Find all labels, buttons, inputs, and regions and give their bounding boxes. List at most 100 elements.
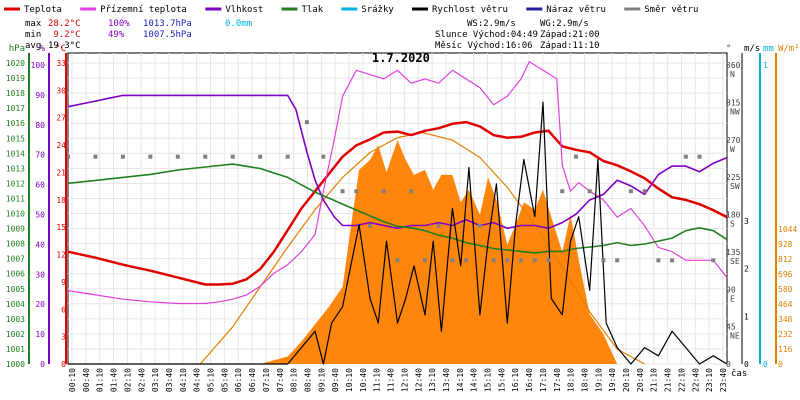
info-mesic-zapad: Západ:11:10 [540, 41, 600, 51]
axis-pct-tick: 20 [35, 300, 45, 309]
series-slunce [68, 140, 727, 364]
time-tick: 08:10 [290, 368, 299, 392]
time-tick: 21:40 [664, 368, 673, 392]
time-tick: 13:40 [442, 368, 451, 392]
time-tick: 21:10 [650, 368, 659, 392]
time-tick: 22:10 [677, 368, 686, 392]
astro-info: WS:2.9m/s WG:2.9m/s Slunce Východ:04:49 … [435, 19, 600, 51]
stat-min-temp: 9.2°C [48, 30, 81, 40]
axis-ms-tick: 3 [744, 217, 749, 226]
axis-degc-tick: 33 [56, 59, 66, 68]
series-smer-point [615, 258, 620, 263]
time-tick: 12:10 [400, 368, 409, 392]
axis-wm-tick: 580 [778, 285, 793, 294]
axis-wm-tick: 0 [778, 360, 783, 369]
axis-pct-tick: 60 [35, 181, 45, 190]
axis-wm-tick: 1044 [778, 225, 797, 234]
axis-hpa-tick: 1015 [6, 134, 25, 143]
axis-hpa-tick: 1016 [6, 119, 25, 128]
axis-hpa-tick: 1006 [6, 270, 25, 279]
time-tick: 02:40 [137, 368, 146, 392]
series-smer-point [368, 223, 373, 228]
series-smer-point [304, 120, 309, 125]
legend: Teplota Přízemní teplota Vlhkost Tlak Srážky… [4, 5, 698, 15]
time-tick: 16:40 [525, 368, 534, 392]
info-wg: WG:2.9m/s [540, 19, 589, 29]
series-smer-point [697, 154, 702, 159]
series-smer-point [409, 189, 414, 194]
axis-hpa-tick: 1010 [6, 210, 25, 219]
series-teplota [67, 120, 728, 286]
legend-label-tlak: Tlak [302, 5, 324, 15]
time-tick: 00:40 [82, 368, 91, 392]
axis-hpa-tick: 1008 [6, 240, 25, 249]
series-smer-point [560, 189, 565, 194]
axis-ms-unit: m/s [744, 44, 760, 54]
axis-hpa-tick: 1003 [6, 315, 25, 324]
time-tick: 03:40 [165, 368, 174, 392]
series-smer-point [93, 154, 98, 159]
axis-dir-tick: 270 [726, 136, 741, 145]
info-ws: WS:2.9m/s [467, 19, 516, 29]
time-tick: 17:10 [539, 368, 548, 392]
axis-pct-tick: 80 [35, 121, 45, 130]
axis-dir-label: S [730, 220, 735, 229]
axis-dir-label: SE [730, 257, 740, 266]
axis-dir-unit: ° [726, 44, 731, 54]
time-tick: 07:40 [276, 368, 285, 392]
time-tick: 15:10 [484, 368, 493, 392]
stat-max-hum: 100% [108, 19, 130, 29]
time-axis-label: čas [731, 368, 747, 379]
series-smer-point [683, 154, 688, 159]
series-pocitova [67, 61, 728, 305]
axis-pct-tick: 50 [35, 211, 45, 220]
series-smer-point [656, 258, 661, 263]
axis-hpa-tick: 1018 [6, 89, 25, 98]
axis-mm-tick: 0 [763, 360, 768, 369]
time-tick: 09:40 [331, 368, 340, 392]
axis-hpa-tick: 1020 [6, 59, 25, 68]
axis-dir-tick: 45 [726, 323, 736, 332]
stats-block: max 28.2°C 100% 1013.7hPa 0.0mm min 9.2°… [25, 19, 252, 51]
axis-hpa-tick: 1004 [6, 300, 25, 309]
series-smer-point [436, 223, 441, 228]
axis-degc-unit: °C [55, 44, 66, 54]
series-smer-point [381, 189, 386, 194]
time-tick: 01:40 [110, 368, 119, 392]
series-smer-point [354, 189, 359, 194]
time-tick: 13:10 [428, 368, 437, 392]
axis-pct-tick: 100 [31, 61, 46, 70]
axis-dir-label: W [730, 145, 735, 154]
axis-wm-unit: W/m² [778, 44, 800, 54]
time-tick: 20:40 [636, 368, 645, 392]
axis-pct-tick: 0 [40, 360, 45, 369]
axis-hpa-tick: 1013 [6, 164, 25, 173]
legend-label-vlhkost: Vlhkost [225, 5, 263, 15]
series-smer-point [258, 154, 263, 159]
axis-hpa-tick: 1012 [6, 179, 25, 188]
series-smer-point [601, 258, 606, 263]
axis-degc-tick: 30 [56, 86, 66, 95]
axis-dir-label: NW [730, 107, 740, 116]
stat-min-press: 1007.5hPa [143, 30, 192, 40]
axis-hpa-tick: 1014 [6, 149, 25, 158]
stat-max-temp: 28.2°C [48, 19, 81, 29]
series-smer-point [477, 223, 482, 228]
info-slunce-zapad: Západ:21:00 [540, 30, 600, 40]
series-smer-point [587, 189, 592, 194]
time-tick: 19:10 [594, 368, 603, 392]
stat-avg-temp: 19.3°C [48, 41, 81, 51]
time-tick: 20:10 [622, 368, 631, 392]
time-tick: 06:10 [234, 368, 243, 392]
axis-dir-tick: 360 [726, 61, 741, 70]
time-tick: 22:40 [691, 368, 700, 392]
time-tick: 15:40 [497, 368, 506, 392]
series-smer-point [120, 154, 125, 159]
series-smer-point [546, 258, 551, 263]
axis-hpa-tick: 1019 [6, 74, 25, 83]
legend-label-naraz: Náraz větru [546, 5, 606, 15]
axes-layer: 1020101910181017101610151014101310121011… [6, 44, 800, 392]
axis-wm-tick: 232 [778, 330, 793, 339]
axis-degc-tick: 18 [56, 196, 66, 205]
